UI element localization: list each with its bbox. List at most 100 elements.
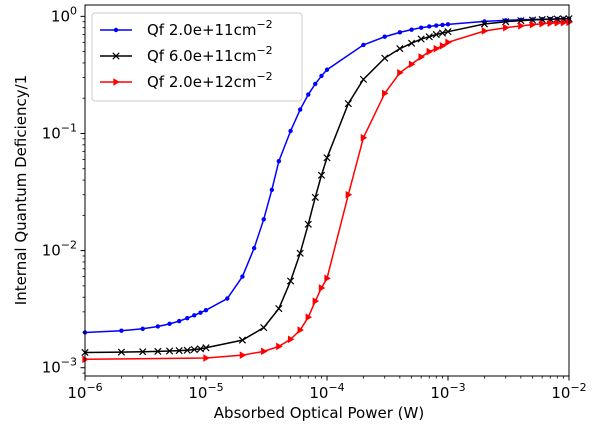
data-point xyxy=(408,60,416,69)
data-point xyxy=(261,217,266,222)
y-axis-title: Internal Quantum Deficiency/1 xyxy=(12,75,30,305)
data-point xyxy=(438,29,447,37)
data-point xyxy=(251,245,257,251)
x-tick-label: 10−5 xyxy=(188,381,223,402)
legend: Qf 2.0e+11cm−2 Qf 6.0e+11cm−2 Qf 2.0e+12cm… xyxy=(91,12,303,102)
data-point xyxy=(409,27,414,32)
data-point xyxy=(407,39,416,47)
legend-label: Qf 6.0e+11cm−2 xyxy=(147,44,273,65)
legend-marker xyxy=(113,27,119,33)
data-point xyxy=(361,42,366,48)
series-line xyxy=(84,17,570,334)
data-point xyxy=(418,53,425,61)
data-point xyxy=(225,296,230,301)
data-point xyxy=(276,158,282,164)
legend-box xyxy=(91,12,303,102)
data-point xyxy=(439,42,447,50)
legend-item: Qf 2.0e+12cm−2 xyxy=(100,70,273,91)
data-point xyxy=(287,335,295,344)
data-point xyxy=(288,128,293,134)
data-point xyxy=(296,249,304,257)
data-point xyxy=(324,67,330,72)
legend-item: Qf 2.0e+11cm−2 xyxy=(100,18,273,39)
data-point xyxy=(276,342,283,351)
data-point xyxy=(480,20,489,28)
y-tick-label: 10−2 xyxy=(42,239,77,260)
x-axis: 10−6 10−5 10−4 10−3 10−2 xyxy=(67,376,587,402)
data-point xyxy=(297,326,304,334)
data-point xyxy=(432,30,440,39)
data-point xyxy=(566,18,573,27)
data-point xyxy=(319,73,324,79)
x-tick-label: 10−2 xyxy=(551,381,586,402)
data-point xyxy=(312,297,320,305)
legend-item: Qf 6.0e+11cm−2 xyxy=(100,44,273,65)
data-point xyxy=(360,133,368,142)
data-point xyxy=(154,347,162,355)
data-point xyxy=(440,22,445,28)
data-point xyxy=(202,344,210,352)
data-point xyxy=(518,22,525,30)
data-point xyxy=(165,347,174,355)
data-point xyxy=(238,336,247,344)
data-point xyxy=(539,19,546,28)
data-point xyxy=(433,44,441,53)
data-point xyxy=(260,324,268,332)
data-point xyxy=(261,347,268,356)
data-point xyxy=(139,348,147,356)
y-axis: 10−3 10−2 10−1 100 xyxy=(42,4,85,377)
data-point xyxy=(203,307,209,313)
series-line xyxy=(84,17,570,354)
data-point xyxy=(425,33,433,41)
data-point xyxy=(396,45,404,53)
data-point xyxy=(397,30,403,35)
data-point xyxy=(305,313,313,322)
data-point xyxy=(503,23,510,32)
data-point xyxy=(444,28,452,36)
data-point xyxy=(155,324,161,329)
series-layer xyxy=(81,15,573,364)
data-point xyxy=(318,284,326,292)
data-point xyxy=(203,354,210,362)
data-point xyxy=(140,326,145,331)
data-point xyxy=(418,25,424,30)
data-point xyxy=(323,154,331,162)
data-point xyxy=(317,171,326,179)
data-point xyxy=(175,346,183,355)
data-point xyxy=(185,315,190,321)
data-point xyxy=(192,313,197,318)
data-point xyxy=(297,107,303,112)
data-point xyxy=(167,321,172,327)
data-point xyxy=(554,19,562,27)
legend-label: Qf 2.0e+11cm−2 xyxy=(147,18,273,39)
data-point xyxy=(560,18,568,27)
series-3 xyxy=(82,18,573,364)
data-point xyxy=(269,187,275,193)
data-point xyxy=(445,22,451,27)
data-point xyxy=(434,23,439,28)
legend-marker xyxy=(112,52,120,60)
x-tick-label: 10−6 xyxy=(67,381,102,402)
data-point xyxy=(183,346,191,354)
data-point xyxy=(359,75,368,83)
data-point xyxy=(82,355,89,364)
y-tick-label: 10−1 xyxy=(42,121,77,142)
x-tick-label: 10−3 xyxy=(430,381,465,402)
data-point xyxy=(481,27,489,35)
data-point xyxy=(286,277,295,285)
data-point xyxy=(397,68,404,77)
data-point xyxy=(426,47,434,56)
data-point xyxy=(311,193,319,201)
data-point xyxy=(427,24,432,29)
data-point xyxy=(240,274,245,279)
data-point xyxy=(190,345,198,354)
data-point xyxy=(119,328,124,333)
x-axis-title: Absorbed Optical Power (W) xyxy=(214,404,424,422)
data-point xyxy=(239,351,247,359)
data-point xyxy=(304,220,312,228)
data-point xyxy=(445,38,452,47)
data-point xyxy=(345,190,353,199)
plot-area xyxy=(81,15,573,364)
legend-marker xyxy=(113,78,120,86)
